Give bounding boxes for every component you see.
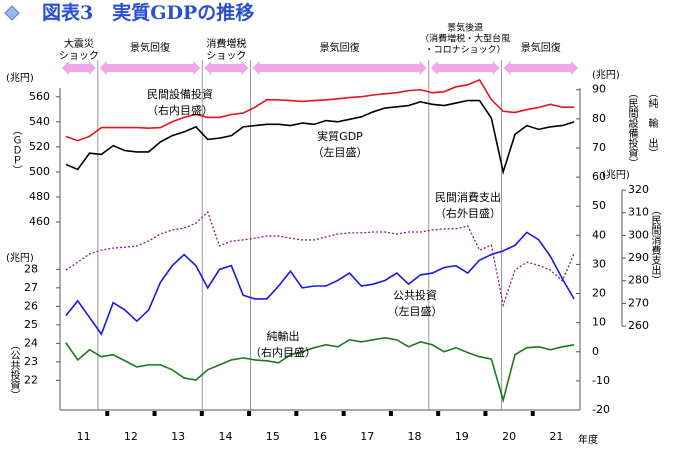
series-label: 公共投資 xyxy=(393,288,437,302)
period-label: 景気後退 xyxy=(447,22,483,34)
series-line xyxy=(65,78,575,142)
axis-unit: (兆円) xyxy=(602,169,630,181)
x-tick-mark xyxy=(199,411,204,416)
period-arrow xyxy=(503,61,578,75)
x-tick-label: 14 xyxy=(218,430,232,443)
x-tick-label: 20 xyxy=(502,430,516,443)
series-label: 実質GDP xyxy=(317,129,363,143)
period-label: 景気回復 xyxy=(130,41,170,54)
y-tick-label: 500 xyxy=(29,165,50,178)
chart-title: 図表3 実質GDPの推移 xyxy=(42,1,254,24)
y-tick-label: 310 xyxy=(628,206,649,219)
x-tick-label: 17 xyxy=(360,430,374,443)
axis-unit: (兆円) xyxy=(6,252,34,264)
y-tick-label: 320 xyxy=(628,183,649,196)
period-arrow xyxy=(252,61,427,75)
series-label: 民間設備投資 xyxy=(147,87,213,101)
y-tick-label: 50 xyxy=(592,199,606,212)
series-note: （左目盛） xyxy=(313,145,368,159)
series-line xyxy=(65,99,575,176)
period-arrow xyxy=(62,61,96,75)
y-tick-label: 80 xyxy=(592,112,606,125)
x-tick-label: 11 xyxy=(77,430,91,443)
period-label: 大震災 xyxy=(64,37,94,50)
x-tick-label: 18 xyxy=(408,430,422,443)
y-tick-label: 300 xyxy=(628,228,649,241)
x-tick-label: 21 xyxy=(549,430,563,443)
y-tick-label: 480 xyxy=(29,190,50,203)
y-tick-label: 90 xyxy=(592,83,606,96)
axis-unit: (兆円) xyxy=(592,69,620,81)
period-label: （消費増税・大型台風 xyxy=(420,33,510,45)
y-tick-label: 28 xyxy=(24,262,38,275)
y-tick-label: 520 xyxy=(29,140,50,153)
series-line xyxy=(65,231,575,336)
y-tick-label: 25 xyxy=(24,318,38,331)
axis-title: （ＧＤＰ） xyxy=(10,125,22,175)
period-arrow xyxy=(430,61,500,75)
x-tick-mark xyxy=(341,411,346,416)
period-arrow xyxy=(204,61,249,75)
y-tick-label: 30 xyxy=(592,257,606,270)
y-tick-label: 22 xyxy=(24,373,38,386)
series-note: （右外目盛） xyxy=(435,206,501,220)
y-tick-label: 540 xyxy=(29,115,50,128)
axis-title: （公共投資） xyxy=(8,340,20,400)
y-tick-label: 23 xyxy=(24,355,38,368)
y-tick-label: 26 xyxy=(24,299,38,312)
series-line xyxy=(65,210,575,308)
y-tick-label: 0 xyxy=(592,345,599,358)
y-tick-label: 10 xyxy=(592,316,606,329)
period-arrow xyxy=(99,61,201,75)
x-axis-label: 年度 xyxy=(578,433,598,446)
x-tick-label: 16 xyxy=(313,430,327,443)
x-tick-label: 19 xyxy=(455,430,469,443)
y-tick-label: 290 xyxy=(628,251,649,264)
x-tick-mark xyxy=(105,411,110,416)
period-label: ショック xyxy=(206,50,246,62)
y-tick-label: 40 xyxy=(592,228,606,241)
y-tick-label: -20 xyxy=(592,403,610,416)
x-tick-label: 13 xyxy=(171,430,185,443)
series-label: 純輸出 xyxy=(267,329,300,343)
y-tick-label: -10 xyxy=(592,374,610,387)
y-tick-label: 270 xyxy=(628,296,649,309)
title-icon xyxy=(4,5,20,21)
x-tick-mark xyxy=(152,411,157,416)
period-label: ショック xyxy=(59,50,99,62)
series-note: （右内目盛） xyxy=(147,103,213,117)
period-label: 景気回復 xyxy=(320,41,360,54)
series-note: （右内目盛） xyxy=(250,345,316,359)
y-tick-label: 280 xyxy=(628,274,649,287)
x-tick-mark xyxy=(530,411,535,416)
y-tick-label: 460 xyxy=(29,215,50,228)
period-label: 消費増税 xyxy=(206,37,246,50)
series-note: （左目盛） xyxy=(388,304,443,318)
x-tick-label: 15 xyxy=(266,430,280,443)
x-tick-mark xyxy=(294,411,299,416)
y-tick-label: 27 xyxy=(24,281,38,294)
axis-title: （純 輸 出） xyxy=(646,88,658,158)
y-tick-label: 60 xyxy=(592,170,606,183)
axis-title: （民間設備投資） xyxy=(626,88,638,168)
period-label: 景気回復 xyxy=(521,41,561,54)
axis-title: （民間消費支出） xyxy=(649,205,661,285)
x-tick-mark xyxy=(247,411,252,416)
y-tick-label: 70 xyxy=(592,141,606,154)
series-label: 民間消費支出 xyxy=(435,190,501,204)
y-tick-label: 260 xyxy=(628,319,649,332)
x-tick-mark xyxy=(436,411,441,416)
x-tick-mark xyxy=(483,411,488,416)
y-tick-label: 560 xyxy=(29,90,50,103)
series-line xyxy=(65,336,575,404)
y-tick-label: 20 xyxy=(592,287,606,300)
y-tick-label: 24 xyxy=(24,336,38,349)
period-label: ・コロナショック） xyxy=(425,45,506,56)
axis-unit: (兆円) xyxy=(6,72,34,84)
x-tick-mark xyxy=(388,411,393,416)
x-tick-label: 12 xyxy=(124,430,138,443)
